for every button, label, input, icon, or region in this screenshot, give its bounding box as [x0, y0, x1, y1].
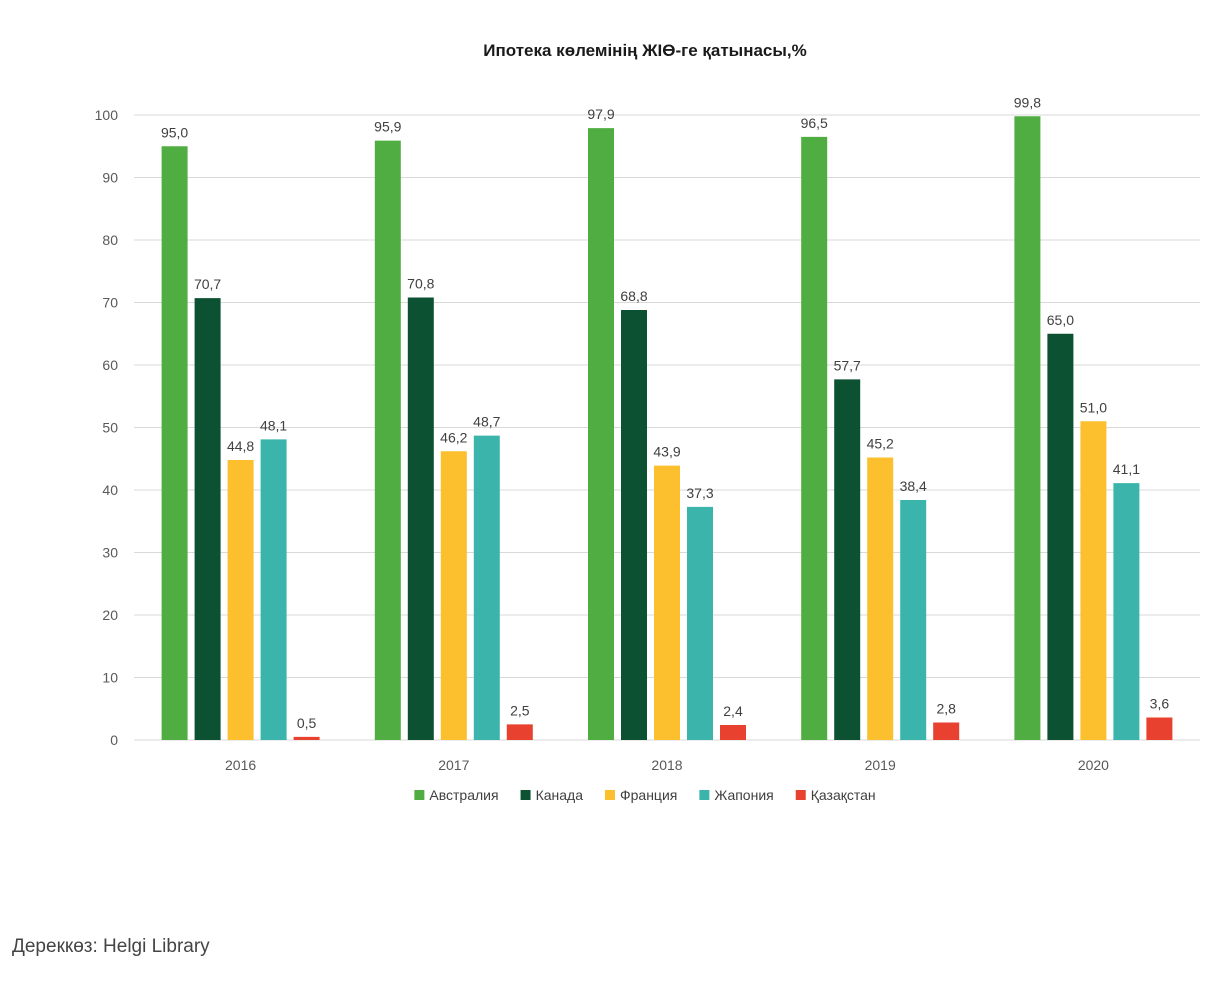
data-label: 65,0: [1047, 312, 1074, 328]
data-label: 95,9: [374, 119, 401, 135]
x-tick-label: 2019: [865, 757, 896, 773]
data-label: 44,8: [227, 438, 254, 454]
legend-item: Жапония: [699, 787, 774, 803]
bar: [687, 506, 713, 740]
source-caption: Дереккөз: Helgi Library: [12, 936, 210, 957]
x-axis: 2016 2017 2018 2019 2020: [225, 757, 1109, 773]
legend-swatch: [604, 790, 615, 800]
y-tick-label: 80: [102, 232, 118, 248]
x-tick-label: 2020: [1078, 757, 1109, 773]
bar: [1014, 116, 1041, 740]
y-tick-label: 50: [102, 420, 118, 436]
data-label: 48,7: [473, 414, 500, 430]
data-label: 68,8: [620, 288, 647, 304]
y-tick-label: 90: [102, 170, 118, 186]
y-tick-label: 70: [102, 295, 118, 311]
bar: [1113, 483, 1140, 740]
bar: [621, 310, 647, 740]
data-label: 51,0: [1080, 399, 1107, 415]
data-label: 96,5: [801, 115, 828, 131]
y-tick-label: 30: [102, 545, 118, 561]
legend-swatch: [795, 790, 806, 800]
y-tick-label: 10: [102, 670, 118, 686]
legend-item: Франция: [604, 787, 677, 803]
y-tick-label: 40: [102, 482, 118, 498]
x-tick-label: 2017: [438, 757, 469, 773]
legend-label: Франция: [620, 787, 677, 803]
y-tick-label: 100: [95, 107, 119, 123]
bar: [720, 725, 746, 740]
bar: [440, 451, 467, 740]
data-label: 57,7: [834, 357, 861, 373]
bar: [1080, 421, 1107, 740]
data-labels: 95,0 70,7 44,8 48,1 0,5 95,9 70,8 46,2 48,7 2,5 97…: [161, 94, 1169, 731]
bar: [900, 500, 927, 740]
data-label: 45,2: [867, 436, 894, 452]
x-tick-label: 2016: [225, 757, 256, 773]
data-label: 97,9: [587, 106, 614, 122]
bar: [588, 128, 614, 740]
data-label: 2,8: [936, 701, 956, 717]
bar: [801, 136, 828, 740]
chart-title: Ипотека көлемінің ЖІӨ-ге қатынасы,%: [483, 41, 806, 60]
legend-label: Австралия: [429, 787, 498, 803]
bar: [834, 379, 861, 740]
legend-item: Қазақстан: [795, 787, 876, 803]
data-label: 37,3: [686, 485, 713, 501]
data-label: 2,5: [510, 702, 530, 718]
bar: [654, 465, 680, 740]
data-label: 70,7: [194, 276, 221, 292]
bar: [473, 435, 500, 740]
bars: [161, 116, 1173, 740]
bar: [227, 460, 254, 740]
data-label: 38,4: [900, 478, 927, 494]
data-label: 95,0: [161, 124, 188, 140]
bar: [260, 439, 287, 740]
bar: [506, 724, 533, 740]
legend-swatch: [699, 790, 710, 800]
bar: [374, 140, 401, 740]
x-tick-label: 2018: [651, 757, 682, 773]
bar: [1146, 717, 1173, 740]
y-tick-label: 60: [102, 357, 118, 373]
bar: [1047, 333, 1074, 740]
legend-item: Австралия: [414, 787, 499, 803]
data-label: 3,6: [1150, 696, 1170, 712]
data-label: 48,1: [260, 417, 287, 433]
bar: [407, 297, 434, 740]
legend: Австралия Канада Франция Жапония Қазақстан: [414, 787, 876, 803]
bar: [161, 146, 188, 740]
data-label: 99,8: [1014, 94, 1041, 110]
legend-swatch: [520, 790, 531, 800]
data-label: 2,4: [723, 703, 743, 719]
data-label: 70,8: [407, 276, 434, 292]
legend-label: Жапония: [714, 787, 773, 803]
data-label: 0,5: [297, 715, 317, 731]
data-label: 43,9: [653, 444, 680, 460]
legend-swatch: [414, 790, 425, 800]
legend-item: Канада: [520, 787, 584, 803]
legend-label: Қазақстан: [811, 787, 876, 803]
bar: [867, 457, 894, 740]
data-label: 46,2: [440, 429, 467, 445]
y-tick-label: 0: [110, 732, 118, 748]
legend-label: Канада: [536, 787, 584, 803]
chart: Ипотека көлемінің ЖІӨ-ге қатынасы,% 0 10 2…: [95, 41, 1200, 803]
y-tick-label: 20: [102, 607, 118, 623]
bar: [933, 722, 960, 740]
bar: [194, 298, 221, 740]
bar: [293, 736, 320, 740]
data-label: 41,1: [1113, 461, 1140, 477]
